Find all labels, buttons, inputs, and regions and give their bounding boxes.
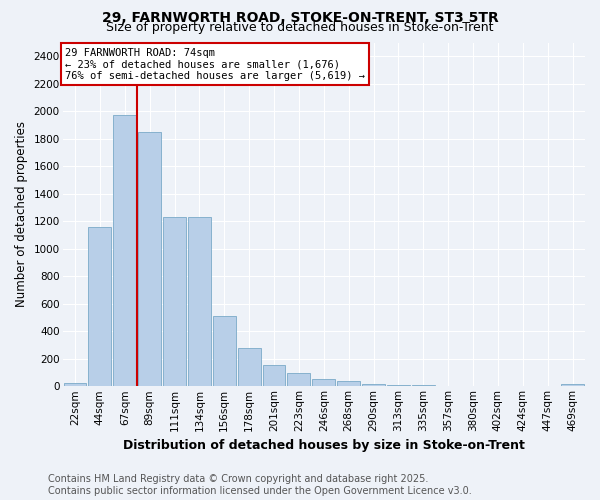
Text: 29, FARNWORTH ROAD, STOKE-ON-TRENT, ST3 5TR: 29, FARNWORTH ROAD, STOKE-ON-TRENT, ST3 … bbox=[101, 11, 499, 25]
Bar bbox=[113, 116, 136, 386]
Bar bbox=[138, 132, 161, 386]
Bar bbox=[313, 378, 335, 386]
Text: Size of property relative to detached houses in Stoke-on-Trent: Size of property relative to detached ho… bbox=[106, 21, 494, 34]
Y-axis label: Number of detached properties: Number of detached properties bbox=[15, 122, 28, 308]
Bar bbox=[263, 365, 286, 386]
Bar bbox=[163, 217, 186, 386]
Bar bbox=[88, 227, 112, 386]
Bar bbox=[188, 217, 211, 386]
Text: 29 FARNWORTH ROAD: 74sqm
← 23% of detached houses are smaller (1,676)
76% of sem: 29 FARNWORTH ROAD: 74sqm ← 23% of detach… bbox=[65, 48, 365, 81]
Bar bbox=[238, 348, 260, 387]
Bar bbox=[387, 385, 410, 386]
Bar bbox=[287, 373, 310, 386]
X-axis label: Distribution of detached houses by size in Stoke-on-Trent: Distribution of detached houses by size … bbox=[123, 440, 525, 452]
Bar bbox=[412, 385, 435, 386]
Bar bbox=[337, 381, 360, 386]
Bar bbox=[213, 316, 236, 386]
Bar bbox=[64, 383, 86, 386]
Text: Contains HM Land Registry data © Crown copyright and database right 2025.
Contai: Contains HM Land Registry data © Crown c… bbox=[48, 474, 472, 496]
Bar bbox=[561, 384, 584, 386]
Bar bbox=[362, 384, 385, 386]
